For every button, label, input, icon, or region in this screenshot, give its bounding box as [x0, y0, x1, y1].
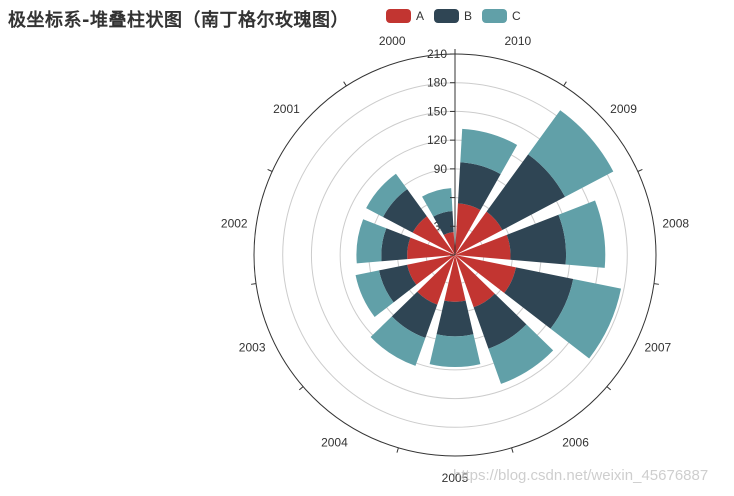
bar-c-2004[interactable]	[370, 316, 426, 366]
bar-b-2000[interactable]	[433, 211, 454, 235]
bar-c-2010[interactable]	[460, 128, 518, 175]
angle-tick	[298, 386, 304, 391]
bar-c-2005[interactable]	[429, 334, 481, 367]
bar-c-2002[interactable]	[356, 219, 387, 264]
angle-label: 2001	[273, 102, 300, 116]
legend-label-b: B	[464, 9, 473, 23]
angle-tick	[563, 81, 567, 87]
angle-label: 2006	[562, 436, 589, 450]
angle-label: 2008	[662, 216, 689, 230]
angle-label: 2010	[504, 34, 531, 48]
legend-label-a: A	[416, 9, 425, 23]
bar-c-2001[interactable]	[366, 173, 408, 218]
bar-a-2010[interactable]	[455, 203, 481, 255]
bar-b-2009[interactable]	[486, 154, 566, 230]
bar-a-2000[interactable]	[443, 232, 455, 255]
angle-label: 2005	[442, 471, 469, 485]
legend: A B C	[386, 9, 531, 23]
bar-b-2004[interactable]	[391, 291, 438, 338]
radius-tick-label: 210	[427, 47, 447, 61]
bar-a-2009[interactable]	[455, 211, 503, 255]
bar-a-2001[interactable]	[412, 216, 455, 255]
bar-b-2002[interactable]	[381, 228, 411, 262]
angle-label: 2009	[610, 102, 637, 116]
radius-tick-label: 90	[434, 162, 448, 176]
legend-item-c[interactable]: C	[482, 9, 521, 23]
angle-tick	[267, 168, 273, 172]
angle-tick	[511, 447, 514, 453]
bar-c-2008[interactable]	[558, 200, 606, 268]
bar-c-2007[interactable]	[550, 278, 622, 359]
legend-item-b[interactable]: B	[434, 9, 472, 23]
legend-item-a[interactable]: A	[386, 9, 424, 23]
bar-b-2010[interactable]	[457, 162, 501, 210]
bar-b-2008[interactable]	[506, 214, 567, 265]
chart-title: 极坐标系-堆叠柱状图（南丁格尔玫瑰图）	[8, 10, 349, 31]
angle-label: 2003	[239, 341, 266, 355]
bar-b-2001[interactable]	[383, 189, 427, 233]
bar-a-2007[interactable]	[455, 255, 516, 293]
angle-label: 2000	[379, 34, 406, 48]
bar-a-2003[interactable]	[407, 255, 455, 285]
bar-b-2006[interactable]	[473, 293, 527, 349]
legend-label-c: C	[512, 9, 521, 23]
bar-c-2000[interactable]	[422, 188, 453, 217]
bar-a-2002[interactable]	[407, 237, 455, 260]
angle-tick	[653, 283, 659, 285]
bar-b-2003[interactable]	[379, 264, 417, 303]
angle-tick	[396, 447, 399, 453]
bar-b-2007[interactable]	[504, 267, 574, 329]
angle-axis-labels: 2000 2001 2002 2003 2004 2005 2006 2007 2008 2009…	[221, 34, 689, 485]
radius-tick-label: 120	[427, 133, 447, 147]
angle-label: 2007	[644, 341, 671, 355]
bar-a-2006[interactable]	[455, 255, 495, 308]
bar-c-2009[interactable]	[528, 110, 614, 197]
angle-label: 2004	[321, 436, 348, 450]
bar-a-2005[interactable]	[444, 255, 466, 302]
bar-a-2008[interactable]	[455, 234, 511, 260]
radius-tick-label: 150	[427, 104, 447, 118]
bar-c-2003[interactable]	[355, 270, 394, 317]
watermark: https://blog.csdn.net/weixin_45676887	[453, 467, 709, 484]
axes	[251, 49, 659, 457]
angle-tick	[251, 283, 257, 285]
legend-swatch-b	[434, 9, 460, 23]
bar-a-2004[interactable]	[417, 255, 455, 305]
bar-series	[355, 110, 622, 384]
angle-label: 2002	[221, 216, 248, 230]
angle-tick	[343, 81, 347, 87]
angle-tick	[637, 168, 643, 172]
angle-tick	[606, 386, 612, 391]
bar-b-2005[interactable]	[436, 300, 474, 337]
legend-swatch-c	[482, 9, 508, 23]
bar-c-2006[interactable]	[488, 324, 554, 384]
legend-swatch-a	[386, 9, 411, 23]
radius-tick-label: 180	[427, 76, 447, 90]
